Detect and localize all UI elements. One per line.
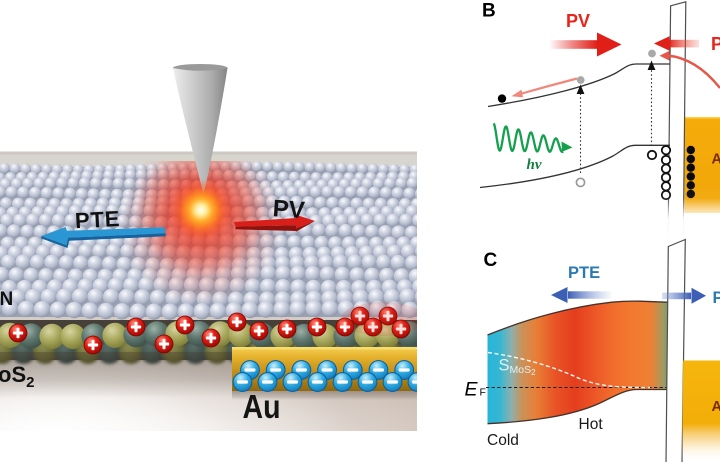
svg-text:hν: hν bbox=[527, 157, 542, 173]
svg-text:B: B bbox=[482, 1, 496, 22]
svg-text:PV: PV bbox=[566, 11, 590, 31]
svg-text:PV: PV bbox=[272, 195, 306, 224]
svg-text:Cold: Cold bbox=[487, 432, 519, 449]
svg-text:A: A bbox=[712, 152, 720, 168]
svg-text:C: C bbox=[484, 250, 498, 271]
svg-text:F: F bbox=[480, 387, 486, 399]
svg-text:A: A bbox=[712, 399, 720, 415]
svg-text:Au: Au bbox=[243, 388, 281, 425]
svg-text:P: P bbox=[713, 289, 720, 307]
svg-text:PTE: PTE bbox=[74, 206, 120, 233]
svg-text:PTE: PTE bbox=[568, 264, 600, 282]
svg-text:N: N bbox=[0, 289, 13, 310]
svg-text:E: E bbox=[465, 379, 479, 401]
svg-text:Hot: Hot bbox=[579, 416, 604, 433]
svg-text:P: P bbox=[711, 34, 720, 54]
